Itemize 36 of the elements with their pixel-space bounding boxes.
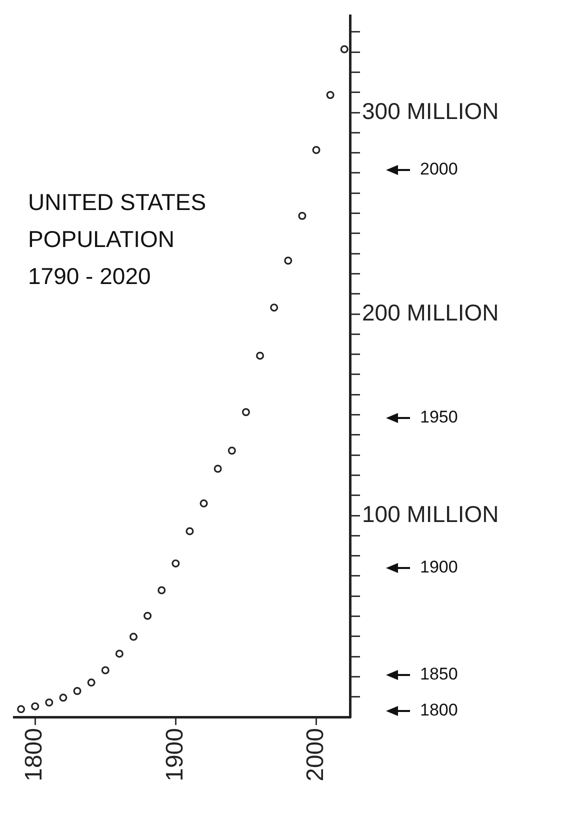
point [256,352,264,360]
point [158,586,166,594]
point [298,212,306,220]
x-tick-label: 1800 [20,728,48,782]
point [73,687,82,696]
point [186,527,194,536]
point [228,446,236,455]
text: UNITED STATES POPULATION 1790 - 2020 [28,188,206,289]
x-tick-label: 1900 [161,728,188,782]
point [101,666,110,674]
text: 1950 [420,408,458,427]
point [130,632,138,641]
y-tick-label: 300 MILLION [362,98,499,124]
point [284,256,292,265]
point [172,559,180,568]
text: 1850 [420,664,458,684]
point [144,612,152,620]
point [242,408,250,416]
point [87,678,96,687]
point [31,702,40,710]
point [340,45,348,54]
point [200,499,208,508]
point [214,464,222,473]
text: 2000 [420,160,458,179]
y-tick-label: 100 MILLION [362,500,499,527]
point [326,90,334,99]
x-tick-label: 2000 [302,728,329,782]
text: 1800 [420,700,458,720]
point [45,698,54,706]
point [270,304,278,312]
text: 1900 [420,558,458,577]
point [17,705,26,714]
point [312,146,320,154]
y-tick-label: 200 MILLION [362,299,499,326]
point [115,650,124,658]
point [59,694,68,702]
